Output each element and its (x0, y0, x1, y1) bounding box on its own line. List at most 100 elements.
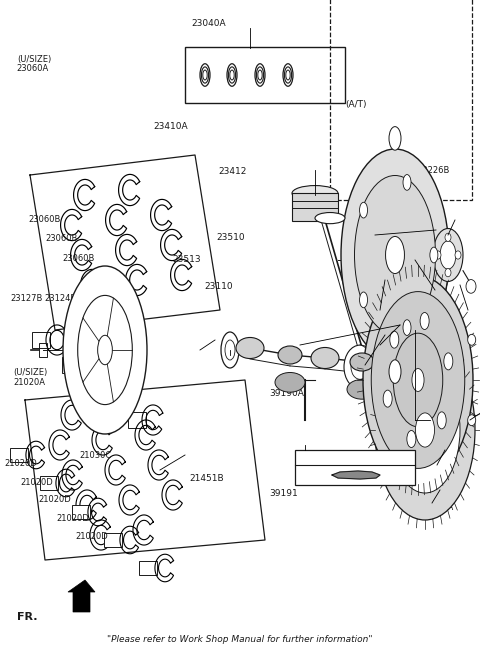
Ellipse shape (236, 337, 264, 359)
Circle shape (468, 415, 476, 426)
Ellipse shape (375, 340, 475, 520)
Ellipse shape (278, 346, 302, 364)
Ellipse shape (416, 413, 434, 447)
Polygon shape (56, 469, 74, 497)
Text: 23211B: 23211B (350, 232, 383, 241)
Ellipse shape (420, 312, 429, 329)
Polygon shape (119, 485, 139, 515)
Bar (10, 448, 28, 462)
Bar (292, 194, 338, 221)
Polygon shape (76, 490, 96, 520)
Circle shape (466, 279, 476, 293)
Polygon shape (68, 580, 95, 612)
Text: 21020D: 21020D (38, 495, 71, 504)
Text: 21020D: 21020D (5, 459, 37, 468)
Bar (295, 450, 415, 485)
Polygon shape (60, 209, 82, 241)
Text: (A/T): (A/T) (346, 100, 367, 110)
Bar (40, 476, 58, 490)
Polygon shape (161, 230, 181, 260)
Ellipse shape (437, 412, 446, 429)
Text: 21020A: 21020A (13, 378, 46, 387)
Polygon shape (105, 455, 125, 485)
Ellipse shape (347, 379, 377, 399)
Polygon shape (133, 515, 153, 545)
Circle shape (445, 268, 451, 277)
Circle shape (435, 251, 441, 259)
Ellipse shape (389, 360, 401, 383)
Polygon shape (106, 205, 127, 236)
Ellipse shape (355, 176, 435, 335)
Polygon shape (151, 199, 172, 231)
Polygon shape (92, 425, 112, 455)
Ellipse shape (360, 202, 368, 218)
Text: 23513: 23513 (173, 255, 202, 264)
Text: 23060B: 23060B (29, 215, 61, 224)
Ellipse shape (371, 292, 465, 468)
Text: 23060A: 23060A (17, 64, 49, 73)
Polygon shape (119, 174, 140, 205)
Ellipse shape (292, 186, 338, 201)
Bar (72, 505, 90, 519)
Text: 21020D: 21020D (57, 514, 89, 523)
Polygon shape (106, 378, 127, 408)
Polygon shape (126, 264, 147, 296)
Bar (139, 561, 157, 575)
Text: 23226B: 23226B (418, 166, 450, 175)
Polygon shape (76, 350, 97, 380)
Bar (62, 357, 80, 373)
Text: 23060B: 23060B (84, 275, 116, 284)
Bar (39, 343, 47, 357)
Polygon shape (148, 450, 168, 480)
Polygon shape (135, 420, 156, 450)
Text: 23200B: 23200B (386, 365, 420, 374)
Text: 21020D: 21020D (76, 532, 108, 541)
Polygon shape (142, 405, 163, 435)
Polygon shape (61, 400, 81, 430)
Ellipse shape (315, 213, 345, 224)
Ellipse shape (350, 353, 374, 371)
Polygon shape (162, 480, 182, 510)
Ellipse shape (63, 266, 147, 434)
Ellipse shape (390, 331, 399, 348)
Polygon shape (81, 270, 102, 300)
Text: 23127B: 23127B (11, 294, 43, 303)
Circle shape (344, 345, 376, 389)
Polygon shape (26, 441, 45, 469)
Bar (378, 238, 394, 248)
Ellipse shape (412, 369, 424, 392)
Text: 23311B: 23311B (425, 246, 457, 255)
Ellipse shape (341, 149, 449, 361)
Ellipse shape (390, 367, 460, 493)
Polygon shape (88, 499, 107, 525)
Ellipse shape (420, 363, 440, 377)
Text: 23311A: 23311A (421, 503, 454, 512)
Polygon shape (170, 259, 192, 291)
Text: (U/SIZE): (U/SIZE) (17, 54, 51, 64)
Text: (U/SIZE): (U/SIZE) (13, 368, 48, 377)
Text: 23510: 23510 (216, 233, 245, 242)
Text: 23410A: 23410A (153, 122, 188, 131)
Text: 39191: 39191 (270, 489, 299, 498)
Circle shape (455, 251, 461, 259)
Text: 23110: 23110 (204, 282, 233, 291)
Bar (128, 412, 146, 428)
Ellipse shape (383, 390, 392, 407)
Text: 23040A: 23040A (192, 18, 226, 28)
Ellipse shape (363, 276, 473, 484)
Polygon shape (62, 460, 82, 490)
Ellipse shape (311, 348, 339, 369)
Ellipse shape (440, 241, 456, 269)
Polygon shape (120, 526, 139, 554)
Ellipse shape (433, 228, 463, 281)
Polygon shape (332, 471, 380, 479)
Polygon shape (116, 234, 137, 266)
Text: "Please refer to Work Shop Manual for further information": "Please refer to Work Shop Manual for fu… (107, 636, 373, 644)
Polygon shape (73, 179, 95, 211)
Bar (330, 0, 472, 200)
Ellipse shape (393, 333, 443, 427)
Text: 1430JE: 1430JE (434, 456, 463, 465)
Text: 23124B: 23124B (44, 294, 76, 303)
Ellipse shape (360, 292, 368, 308)
Text: 39190A: 39190A (269, 389, 304, 398)
